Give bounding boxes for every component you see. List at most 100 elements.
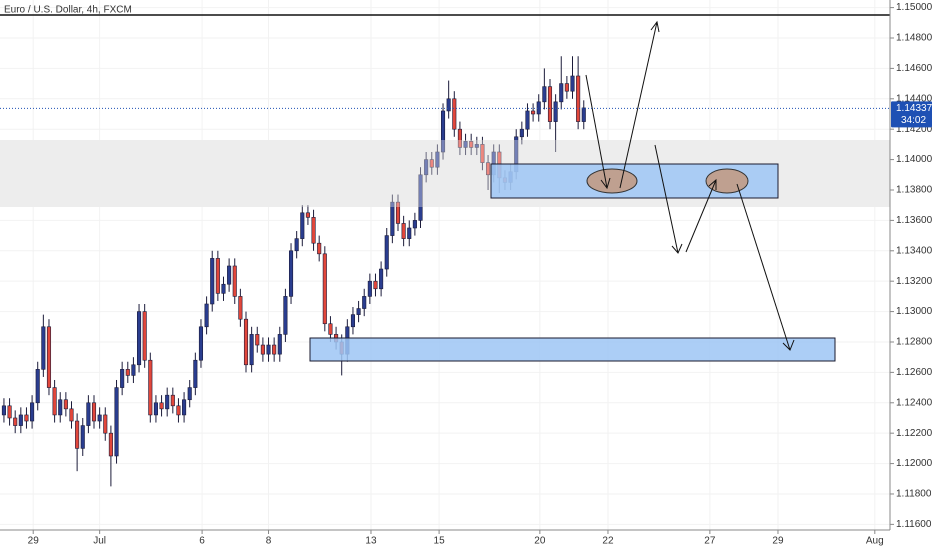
candle-body (424, 159, 429, 176)
candle-body (519, 128, 524, 138)
candle-body (469, 141, 474, 148)
y-tick-label: 1.14600 (896, 63, 932, 74)
candle-body (69, 408, 74, 422)
last-price-box (891, 101, 932, 128)
candle-body (542, 86, 547, 103)
candle-body (148, 359, 153, 416)
candle-body (547, 86, 553, 122)
y-tick-label: 1.12000 (896, 458, 932, 469)
candle-body (300, 212, 305, 239)
x-tick-label: Jul (93, 536, 106, 547)
arrow-head (708, 178, 717, 190)
candle-body (576, 75, 581, 122)
candle-body (221, 283, 226, 294)
x-tick-label: 22 (602, 536, 614, 547)
candle-body (255, 334, 260, 346)
arrow (619, 21, 658, 189)
y-tick-label: 1.14800 (896, 33, 932, 44)
candle-body (288, 250, 294, 297)
arrow (654, 144, 679, 254)
candle-body (114, 387, 119, 457)
candle-body (418, 174, 423, 221)
candle-body (13, 417, 18, 426)
candle-body (210, 258, 215, 305)
candle-body (108, 432, 113, 457)
candle-body (260, 344, 265, 355)
candle-body (238, 296, 243, 320)
candle-body (86, 402, 91, 426)
candle-body (277, 334, 282, 355)
drawings (0, 14, 890, 362)
y-tick-label: 1.13800 (896, 185, 932, 196)
candle-body (412, 220, 417, 229)
candle-body (328, 323, 333, 335)
candle-body (367, 280, 372, 297)
chart-title: Euro / U.S. Dollar, 4h, FXCM (4, 5, 132, 16)
y-tick-label: 1.14200 (896, 124, 932, 135)
candle-body (193, 359, 198, 388)
x-tick-label: Aug (866, 536, 884, 547)
candle-body (165, 394, 170, 410)
candle-body (198, 326, 204, 361)
y-tick-label: 1.12200 (896, 428, 932, 439)
countdown-label: 34:02 (901, 115, 926, 126)
candle-body (187, 387, 192, 401)
x-tick-label: 29 (772, 536, 784, 547)
candle-body (317, 242, 322, 255)
y-tick-label: 1.12800 (896, 337, 932, 348)
x-tick-label: 27 (704, 536, 716, 547)
ellipse-marker (586, 168, 638, 194)
candle-body (486, 162, 491, 176)
x-tick-label: 8 (266, 536, 272, 547)
candle-body (136, 311, 142, 366)
candle-body (75, 420, 80, 449)
candle-body (531, 110, 536, 115)
x-tick-label: 29 (28, 536, 40, 547)
x-tick-label: 13 (365, 536, 377, 547)
candle-body (35, 369, 40, 404)
candle-body (384, 235, 389, 270)
candle-body (452, 98, 457, 130)
y-tick-label: 1.13200 (896, 276, 932, 287)
last-price-label: 1.14337 (896, 103, 932, 114)
arrow (585, 74, 608, 189)
candle-body (429, 159, 434, 168)
candle-body (24, 414, 29, 422)
arrow (685, 179, 717, 253)
y-tick-label: 1.13000 (896, 306, 932, 317)
y-tick-label: 1.11800 (896, 489, 932, 500)
candles (1, 56, 586, 487)
candle-body (272, 344, 277, 355)
candle-body (170, 394, 175, 407)
candle-body (395, 201, 401, 224)
candle-body (18, 414, 23, 426)
candle-body (553, 101, 558, 122)
candle-body (350, 314, 356, 328)
candle-body (243, 318, 249, 366)
candle-body (131, 364, 136, 376)
candle-body (1, 405, 6, 416)
candle-body (401, 223, 406, 239)
arrow-head (650, 20, 660, 33)
candle-body (480, 144, 485, 163)
candle-body (97, 414, 102, 422)
arrow (736, 183, 791, 351)
candle-body (294, 238, 299, 252)
candle-body (204, 303, 209, 328)
y-tick-label: 1.11600 (896, 519, 932, 530)
candle-body (91, 402, 97, 422)
candle-body (182, 399, 187, 416)
candle-body (283, 296, 288, 335)
candle-body (46, 326, 52, 388)
candle-body (581, 107, 586, 122)
candle-body (525, 110, 530, 130)
zone-box (309, 337, 836, 362)
candle-body (80, 425, 85, 449)
candle-body (153, 402, 158, 416)
candle-body (232, 265, 237, 297)
candle-body (390, 201, 395, 236)
candle-body (322, 253, 327, 325)
